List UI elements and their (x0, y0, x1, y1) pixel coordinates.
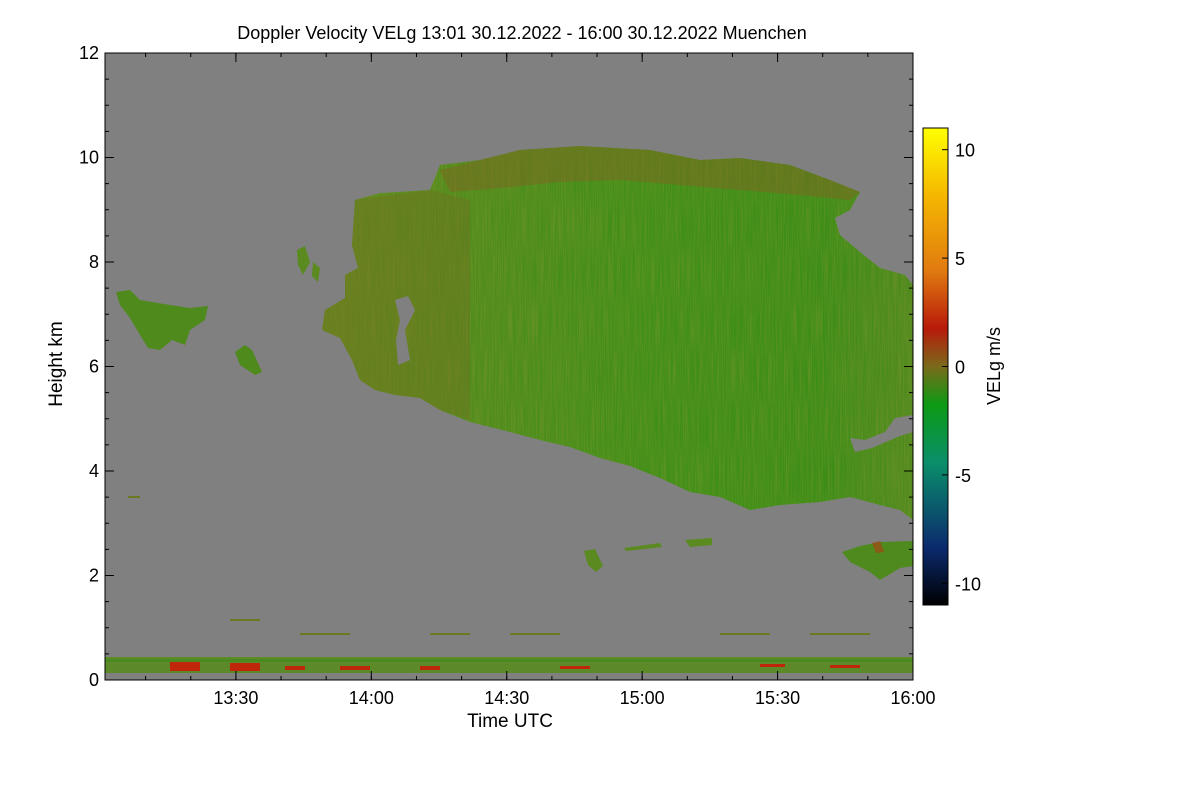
y-tick-label: 10 (79, 148, 99, 168)
near-surface-red-spots (170, 662, 860, 671)
cloud-left-patch (116, 290, 208, 350)
cloud-low-fragments (584, 538, 712, 572)
cloud-low-band-red (872, 541, 884, 553)
x-tick-label: 15:30 (755, 688, 800, 708)
colorbar-tick-label: 5 (955, 249, 965, 269)
colorbar: -10 -5 0 5 10 VELg m/s (922, 127, 1004, 606)
y-tick-label: 8 (89, 252, 99, 272)
cloud-wisps (297, 246, 320, 282)
cloud-main-texture (322, 146, 913, 520)
x-tick-label: 14:00 (349, 688, 394, 708)
x-axis-label: Time UTC (467, 711, 553, 732)
colorbar-label: VELg m/s (984, 327, 1004, 405)
thin-layer-lines (128, 496, 870, 635)
y-axis: 0 2 4 6 8 10 12 (79, 43, 913, 690)
x-axis: 13:30 14:00 14:30 15:00 15:30 16:00 (145, 53, 936, 708)
y-axis-label: Height km (46, 321, 67, 407)
cloud-main-top-band (440, 146, 860, 200)
cloud-gap-right (850, 415, 913, 452)
colorbar-tick-label: -10 (955, 574, 981, 594)
colorbar-tick-label: 0 (955, 358, 965, 378)
near-surface-line (105, 659, 913, 662)
colorbar-tick-label: 10 (955, 141, 975, 161)
plot-area (105, 53, 913, 680)
cloud-gap (395, 296, 415, 365)
x-tick-label: 14:30 (484, 688, 529, 708)
x-tick-label: 13:30 (213, 688, 258, 708)
y-tick-label: 4 (89, 461, 99, 481)
cloud-main-left-band (322, 190, 470, 420)
cloud-low-band (842, 541, 913, 580)
cloud-small-patch (235, 345, 262, 375)
y-tick-label: 2 (89, 566, 99, 586)
x-tick-label: 16:00 (890, 688, 935, 708)
y-tick-label: 12 (79, 43, 99, 63)
cloud-main-region (322, 146, 913, 520)
colorbar-tick-label: -5 (955, 466, 971, 486)
colorbar-ticks: -10 -5 0 5 10 (942, 141, 981, 594)
y-tick-label: 0 (89, 670, 99, 690)
y-tick-label: 6 (89, 357, 99, 377)
x-tick-label: 15:00 (620, 688, 665, 708)
chart-title: Doppler Velocity VELg 13:01 30.12.2022 -… (237, 23, 806, 43)
